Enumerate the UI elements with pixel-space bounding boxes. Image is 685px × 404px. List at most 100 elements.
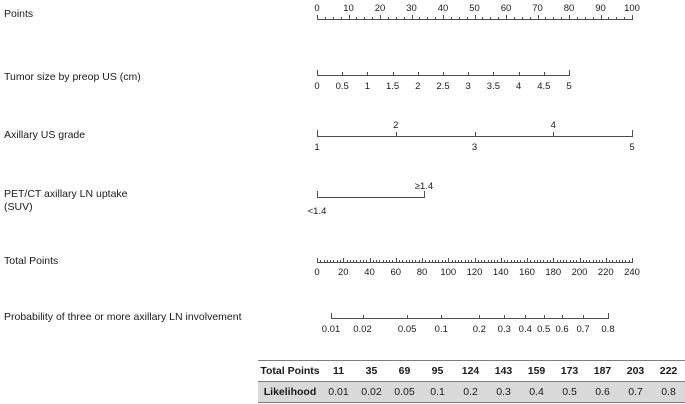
axis-tick xyxy=(556,260,558,262)
axis-tick xyxy=(493,72,495,75)
axis-tick xyxy=(389,260,391,262)
axis-tick xyxy=(362,260,364,262)
axis-tick xyxy=(474,15,476,19)
axis-tick xyxy=(330,260,332,262)
axis-tick-label: 80 xyxy=(416,267,428,278)
axis-tick xyxy=(546,260,548,262)
axis-tick xyxy=(615,260,617,262)
axis-tick-label: 1 xyxy=(314,142,320,153)
axis-tick xyxy=(402,260,404,262)
axis-tick xyxy=(332,17,334,19)
axis-tick-label: 120 xyxy=(466,267,483,278)
axis-tick-label: 180 xyxy=(545,267,562,278)
axis-tick xyxy=(632,130,633,136)
axis-tick-label: 2.5 xyxy=(436,81,450,92)
row-label-tumor-size: Tumor size by preop US (cm) xyxy=(4,71,141,84)
table-cell: 0.5 xyxy=(562,386,577,398)
axis-tick xyxy=(353,260,355,262)
axis-tick xyxy=(624,17,626,19)
axis-tick-label: 20 xyxy=(337,267,349,278)
axis-tick xyxy=(477,260,479,262)
axis-tick xyxy=(461,260,463,262)
axis-tick xyxy=(342,72,344,75)
axis-tick xyxy=(333,260,335,262)
table-cell: 0.01 xyxy=(328,386,349,398)
row-label-axillary-grade: Axillary US grade xyxy=(4,129,85,142)
table-cell: 0.05 xyxy=(394,386,415,398)
table-cell: 203 xyxy=(626,365,645,377)
axis-tick xyxy=(474,132,476,136)
axis-tick xyxy=(387,17,389,19)
table-cell: 0.1 xyxy=(430,386,445,398)
axis-tick xyxy=(407,314,409,318)
table-cell: 0.7 xyxy=(628,386,643,398)
axis-tick xyxy=(553,17,555,19)
axis-tick xyxy=(466,17,468,19)
axis-tick-label: <1.4 xyxy=(307,206,327,217)
axis-tick xyxy=(632,258,633,262)
axis-tick-label: 90 xyxy=(595,3,606,14)
axis-tick xyxy=(562,314,564,318)
axis-tick xyxy=(320,260,322,262)
axis-tick xyxy=(549,260,551,262)
axis-tick xyxy=(392,260,394,262)
axis-tick xyxy=(521,17,523,19)
axis-tick xyxy=(317,191,318,197)
axis-tick xyxy=(579,258,581,262)
axis-tick-label: 0.3 xyxy=(497,324,511,335)
axis-tick-label: 100 xyxy=(440,267,457,278)
axis-tick xyxy=(632,15,633,19)
axis-tick xyxy=(448,258,450,262)
axis-tick xyxy=(523,260,525,262)
axis-tick xyxy=(343,258,345,262)
table-cell: 11 xyxy=(332,365,345,377)
axis-tick xyxy=(471,260,473,262)
axillary-grade-axis-line xyxy=(317,136,633,137)
table-cell: 124 xyxy=(461,365,480,377)
axis-tick-label: 60 xyxy=(500,3,512,14)
row-label-line: (SUV) xyxy=(4,201,33,213)
axis-tick-label: 10 xyxy=(343,3,354,14)
axis-tick xyxy=(518,72,520,75)
axis-tick xyxy=(385,260,387,262)
total-points-axis-line xyxy=(317,262,633,263)
axis-tick xyxy=(513,260,515,262)
axis-tick-label: 0.01 xyxy=(321,324,341,335)
axis-tick xyxy=(490,260,492,262)
table-cell: 69 xyxy=(398,365,411,377)
axis-tick xyxy=(513,17,515,19)
axis-tick xyxy=(424,191,425,197)
axis-tick xyxy=(405,260,407,262)
axis-tick xyxy=(510,260,512,262)
axis-tick xyxy=(395,258,397,262)
axis-tick xyxy=(563,260,565,262)
axis-tick xyxy=(566,260,568,262)
axis-tick xyxy=(340,17,342,19)
axis-tick xyxy=(608,313,609,318)
axis-tick xyxy=(506,15,507,19)
axis-tick xyxy=(481,260,483,262)
table-cell: 0.6 xyxy=(595,386,610,398)
axis-tick xyxy=(464,260,466,262)
axis-tick xyxy=(569,70,570,75)
axis-tick-label: 30 xyxy=(406,3,417,14)
axis-tick xyxy=(427,17,429,19)
axis-tick xyxy=(474,258,476,262)
row-label-line: Probability of three or more axillary LN… xyxy=(4,311,242,323)
axis-tick xyxy=(533,260,535,262)
axis-tick xyxy=(359,260,361,262)
axis-tick xyxy=(540,260,542,262)
table-cell: 143 xyxy=(494,365,513,377)
axis-tick xyxy=(435,260,437,262)
table-cell: 95 xyxy=(431,365,444,377)
axis-tick-label: 0.02 xyxy=(353,324,372,335)
axis-tick xyxy=(520,260,522,262)
axis-tick xyxy=(484,260,486,262)
axis-tick xyxy=(553,132,555,136)
axis-tick-label: 40 xyxy=(437,3,449,14)
axis-tick xyxy=(625,260,627,262)
axis-tick-label: 220 xyxy=(597,267,614,278)
row-label-line: PET/CT axillary LN uptake xyxy=(4,188,128,200)
axis-tick xyxy=(602,260,604,262)
row-label-total-points: Total Points xyxy=(4,255,58,268)
